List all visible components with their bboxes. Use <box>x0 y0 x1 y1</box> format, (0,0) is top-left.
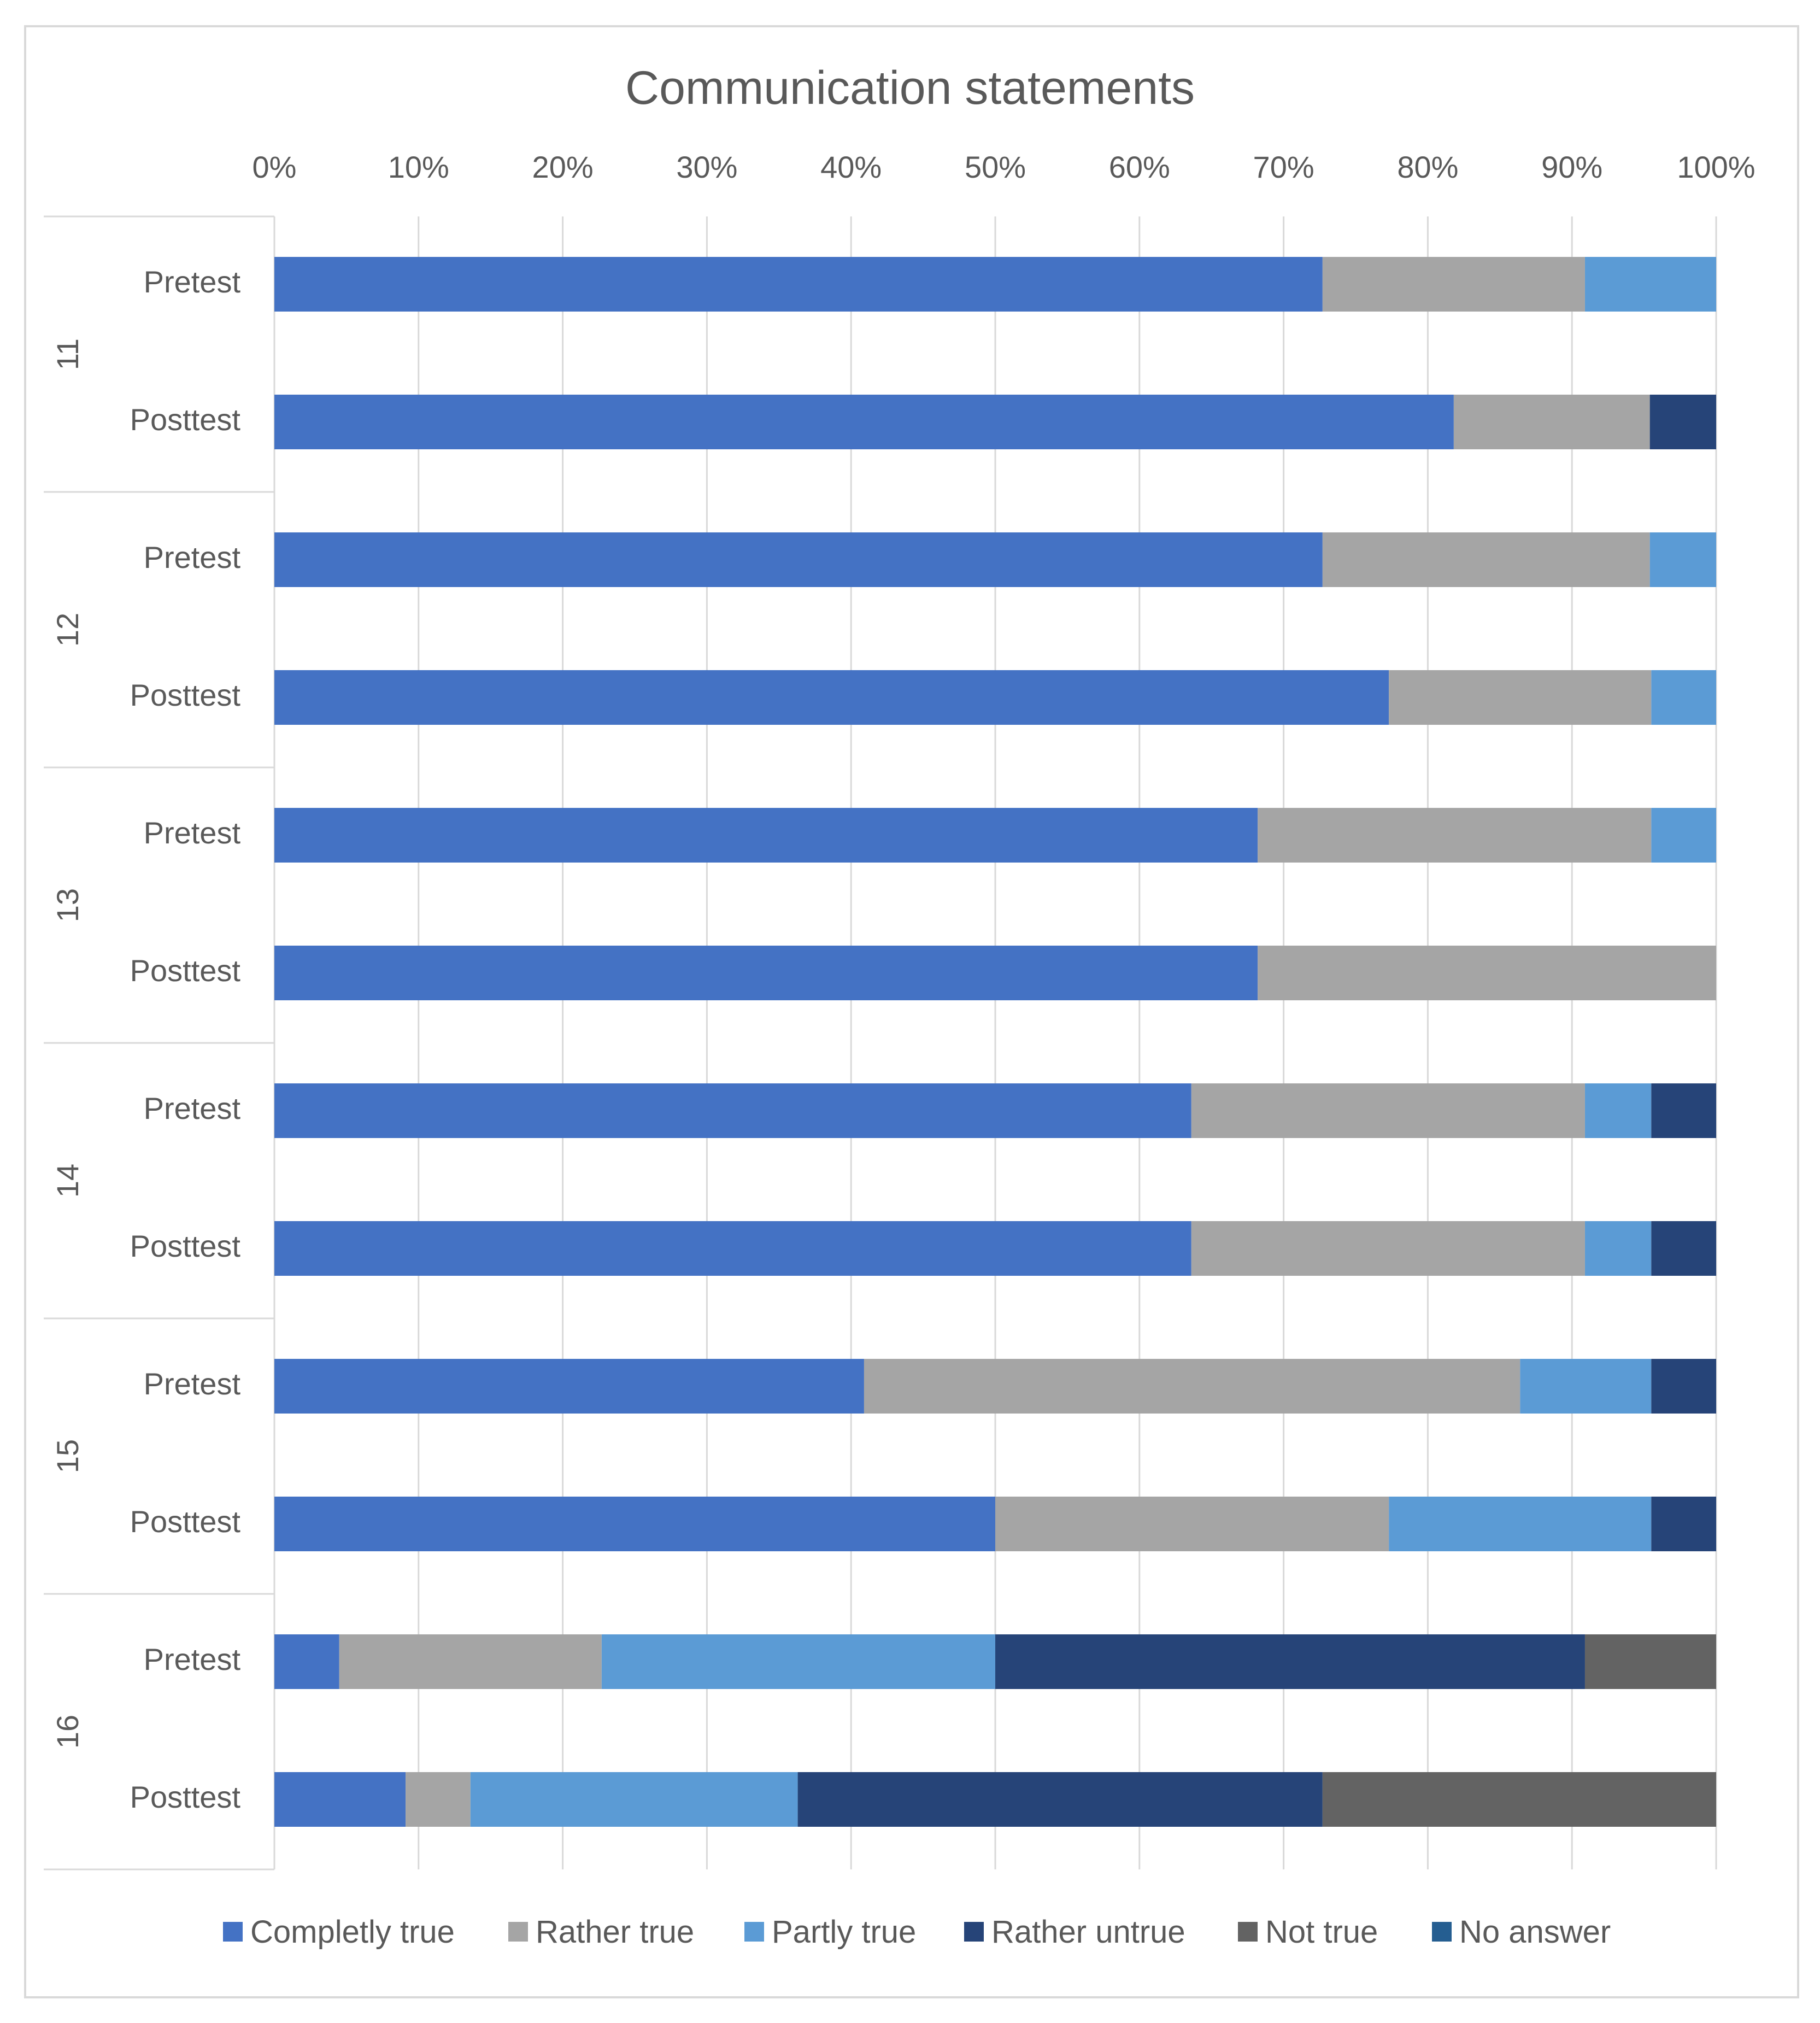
bar-segment <box>1651 1083 1716 1138</box>
x-tick-label: 0% <box>253 150 297 184</box>
group-label: 13 <box>50 888 85 922</box>
bar-segment <box>1389 1497 1652 1551</box>
chart-title: Communication statements <box>625 62 1195 114</box>
category-labels: 11 Pretest Posttest 12 Pretest Posttest 13 Pret… <box>50 265 241 1814</box>
bar-segment <box>995 1497 1389 1551</box>
x-tick-label: 20% <box>532 150 594 184</box>
bar-segment <box>1649 532 1716 587</box>
bar-segment <box>274 395 1454 449</box>
bar-segment <box>1651 1359 1716 1414</box>
legend-label: Rather true <box>536 1914 694 1950</box>
row-label: Pretest <box>144 265 241 299</box>
bar-segment <box>1322 532 1650 587</box>
legend-swatch <box>964 1922 984 1942</box>
bar-segment <box>1258 946 1716 1000</box>
group-label: 15 <box>50 1439 85 1473</box>
row-label: Pretest <box>144 816 241 850</box>
bar-segment <box>1453 395 1650 449</box>
x-axis-ticks: 0% 10% 20% 30% 40% 50% 60% 70% 80% 90% 100% <box>253 150 1756 184</box>
bar-segment <box>1258 808 1652 863</box>
legend-label: Not true <box>1265 1914 1378 1950</box>
legend-label: Partly true <box>772 1914 916 1950</box>
bar-segment <box>1584 257 1716 312</box>
legend-swatch <box>1238 1922 1258 1942</box>
row-label: Posttest <box>130 1504 241 1539</box>
legend-swatch <box>1432 1922 1452 1942</box>
x-tick-label: 100% <box>1677 150 1755 184</box>
bar-segment <box>1520 1359 1652 1414</box>
row-label: Pretest <box>144 1642 241 1676</box>
legend-label: Completly true <box>250 1914 455 1950</box>
bar-segment <box>1322 1772 1716 1827</box>
bar-segment <box>1649 395 1716 449</box>
bars <box>274 257 1716 1827</box>
x-tick-label: 40% <box>820 150 882 184</box>
bar-segment <box>797 1772 1323 1827</box>
group-label: 16 <box>50 1715 85 1749</box>
x-tick-label: 10% <box>388 150 449 184</box>
gridlines <box>44 215 1717 1870</box>
bar-segment <box>1651 808 1716 863</box>
group-label: 12 <box>50 613 85 647</box>
bar-segment <box>601 1634 995 1689</box>
bar-segment <box>274 808 1258 863</box>
bar-segment <box>470 1772 798 1827</box>
bar-segment <box>1584 1221 1652 1276</box>
bar-segment <box>406 1772 471 1827</box>
bar-segment <box>995 1634 1585 1689</box>
row-label: Posttest <box>130 1229 241 1263</box>
bar-segment <box>274 1221 1191 1276</box>
x-tick-label: 80% <box>1397 150 1458 184</box>
legend-label: Rather untrue <box>991 1914 1185 1950</box>
x-tick-label: 90% <box>1541 150 1602 184</box>
bar-segment <box>274 1634 339 1689</box>
bar-segment <box>1651 1221 1716 1276</box>
bar-segment <box>1191 1221 1585 1276</box>
bar-segment <box>1651 670 1716 725</box>
bar-segment <box>274 1083 1191 1138</box>
legend-swatch <box>508 1922 528 1942</box>
bar-segment <box>1191 1083 1585 1138</box>
legend-label: No answer <box>1459 1914 1611 1950</box>
bar-segment <box>274 670 1389 725</box>
bar-segment <box>339 1634 602 1689</box>
group-label: 14 <box>50 1164 85 1198</box>
row-label: Pretest <box>144 540 241 574</box>
bar-segment <box>274 532 1323 587</box>
bar-segment <box>274 1772 406 1827</box>
x-tick-label: 50% <box>965 150 1026 184</box>
bar-segment <box>1322 257 1585 312</box>
legend: Completly true Rather true Partly true Rath… <box>223 1914 1611 1950</box>
bar-segment <box>1584 1634 1716 1689</box>
x-tick-label: 60% <box>1109 150 1170 184</box>
x-tick-label: 70% <box>1253 150 1314 184</box>
bar-segment <box>1584 1083 1652 1138</box>
bar-segment <box>1651 1497 1716 1551</box>
row-label: Pretest <box>144 1367 241 1401</box>
bar-segment <box>1389 670 1652 725</box>
legend-swatch <box>744 1922 764 1942</box>
group-label: 11 <box>50 338 85 370</box>
bar-segment <box>864 1359 1520 1414</box>
x-tick-label: 30% <box>676 150 737 184</box>
bar-segment <box>274 946 1258 1000</box>
row-label: Posttest <box>130 1780 241 1814</box>
row-label: Posttest <box>130 953 241 988</box>
legend-swatch <box>223 1922 243 1942</box>
bar-segment <box>274 1359 864 1414</box>
row-label: Posttest <box>130 402 241 437</box>
bar-segment <box>274 257 1323 312</box>
bar-segment <box>274 1497 995 1551</box>
row-label: Posttest <box>130 678 241 712</box>
row-label: Pretest <box>144 1091 241 1125</box>
